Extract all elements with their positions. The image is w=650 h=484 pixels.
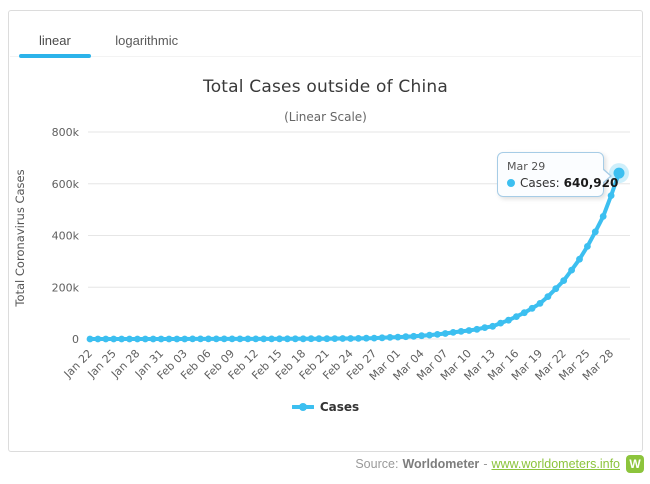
tab-linear-label: linear xyxy=(39,33,71,48)
legend-item-cases[interactable]: Cases xyxy=(9,398,642,416)
cases-series[interactable] xyxy=(86,169,623,343)
scale-tabs: linear logarithmic xyxy=(10,31,641,58)
svg-text:600k: 600k xyxy=(52,178,80,191)
legend-line-marker-icon xyxy=(291,403,314,411)
svg-text:0: 0 xyxy=(72,333,79,346)
tooltip-date: Mar 29 xyxy=(507,160,546,173)
legend-label: Cases xyxy=(319,400,360,414)
tab-logarithmic[interactable]: logarithmic xyxy=(95,31,198,57)
source-label: Source: xyxy=(355,457,399,471)
source-separator: - xyxy=(483,457,488,471)
active-point[interactable] xyxy=(613,167,625,179)
y-axis-title: Total Coronavirus Cases xyxy=(13,169,27,307)
tab-logarithmic-label: logarithmic xyxy=(115,33,179,48)
series-dot-icon xyxy=(507,179,515,187)
svg-text:400k: 400k xyxy=(52,230,80,243)
chart-title: Total Cases outside of China xyxy=(203,77,448,97)
svg-text:800k: 800k xyxy=(52,126,80,139)
chart-card: linear logarithmic Total Cases outside o… xyxy=(8,10,643,452)
worldometer-logo[interactable]: W xyxy=(626,455,644,473)
svg-text:200k: 200k xyxy=(52,281,80,294)
tooltip-value: 640,920 xyxy=(563,176,619,190)
point-tooltip: Mar 29 Cases: 640,920 xyxy=(497,152,618,197)
active-tab-underline xyxy=(19,54,91,58)
source-attribution: Source: Worldometer - www.worldometers.i… xyxy=(355,454,644,474)
tooltip-series-label: Cases: xyxy=(520,176,560,190)
y-axis-labels: 0 200k 400k 600k 800k xyxy=(52,126,80,346)
worldometers-link[interactable]: www.worldometers.info xyxy=(491,457,620,471)
tab-linear[interactable]: linear xyxy=(19,31,91,58)
tooltip-row: Cases: 640,920 xyxy=(507,176,618,190)
chart-subtitle: (Linear Scale) xyxy=(284,110,367,124)
cases-line[interactable] xyxy=(88,171,621,341)
source-name: Worldometer xyxy=(402,457,480,471)
